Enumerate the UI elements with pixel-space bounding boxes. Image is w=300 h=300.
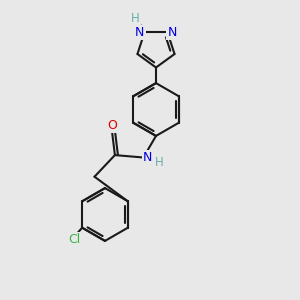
Text: N: N [167, 26, 177, 39]
Text: O: O [107, 119, 117, 133]
Text: N: N [135, 26, 145, 39]
Text: H: H [131, 12, 140, 25]
Text: Cl: Cl [68, 233, 80, 246]
Text: H: H [154, 156, 164, 170]
Text: N: N [143, 151, 153, 164]
